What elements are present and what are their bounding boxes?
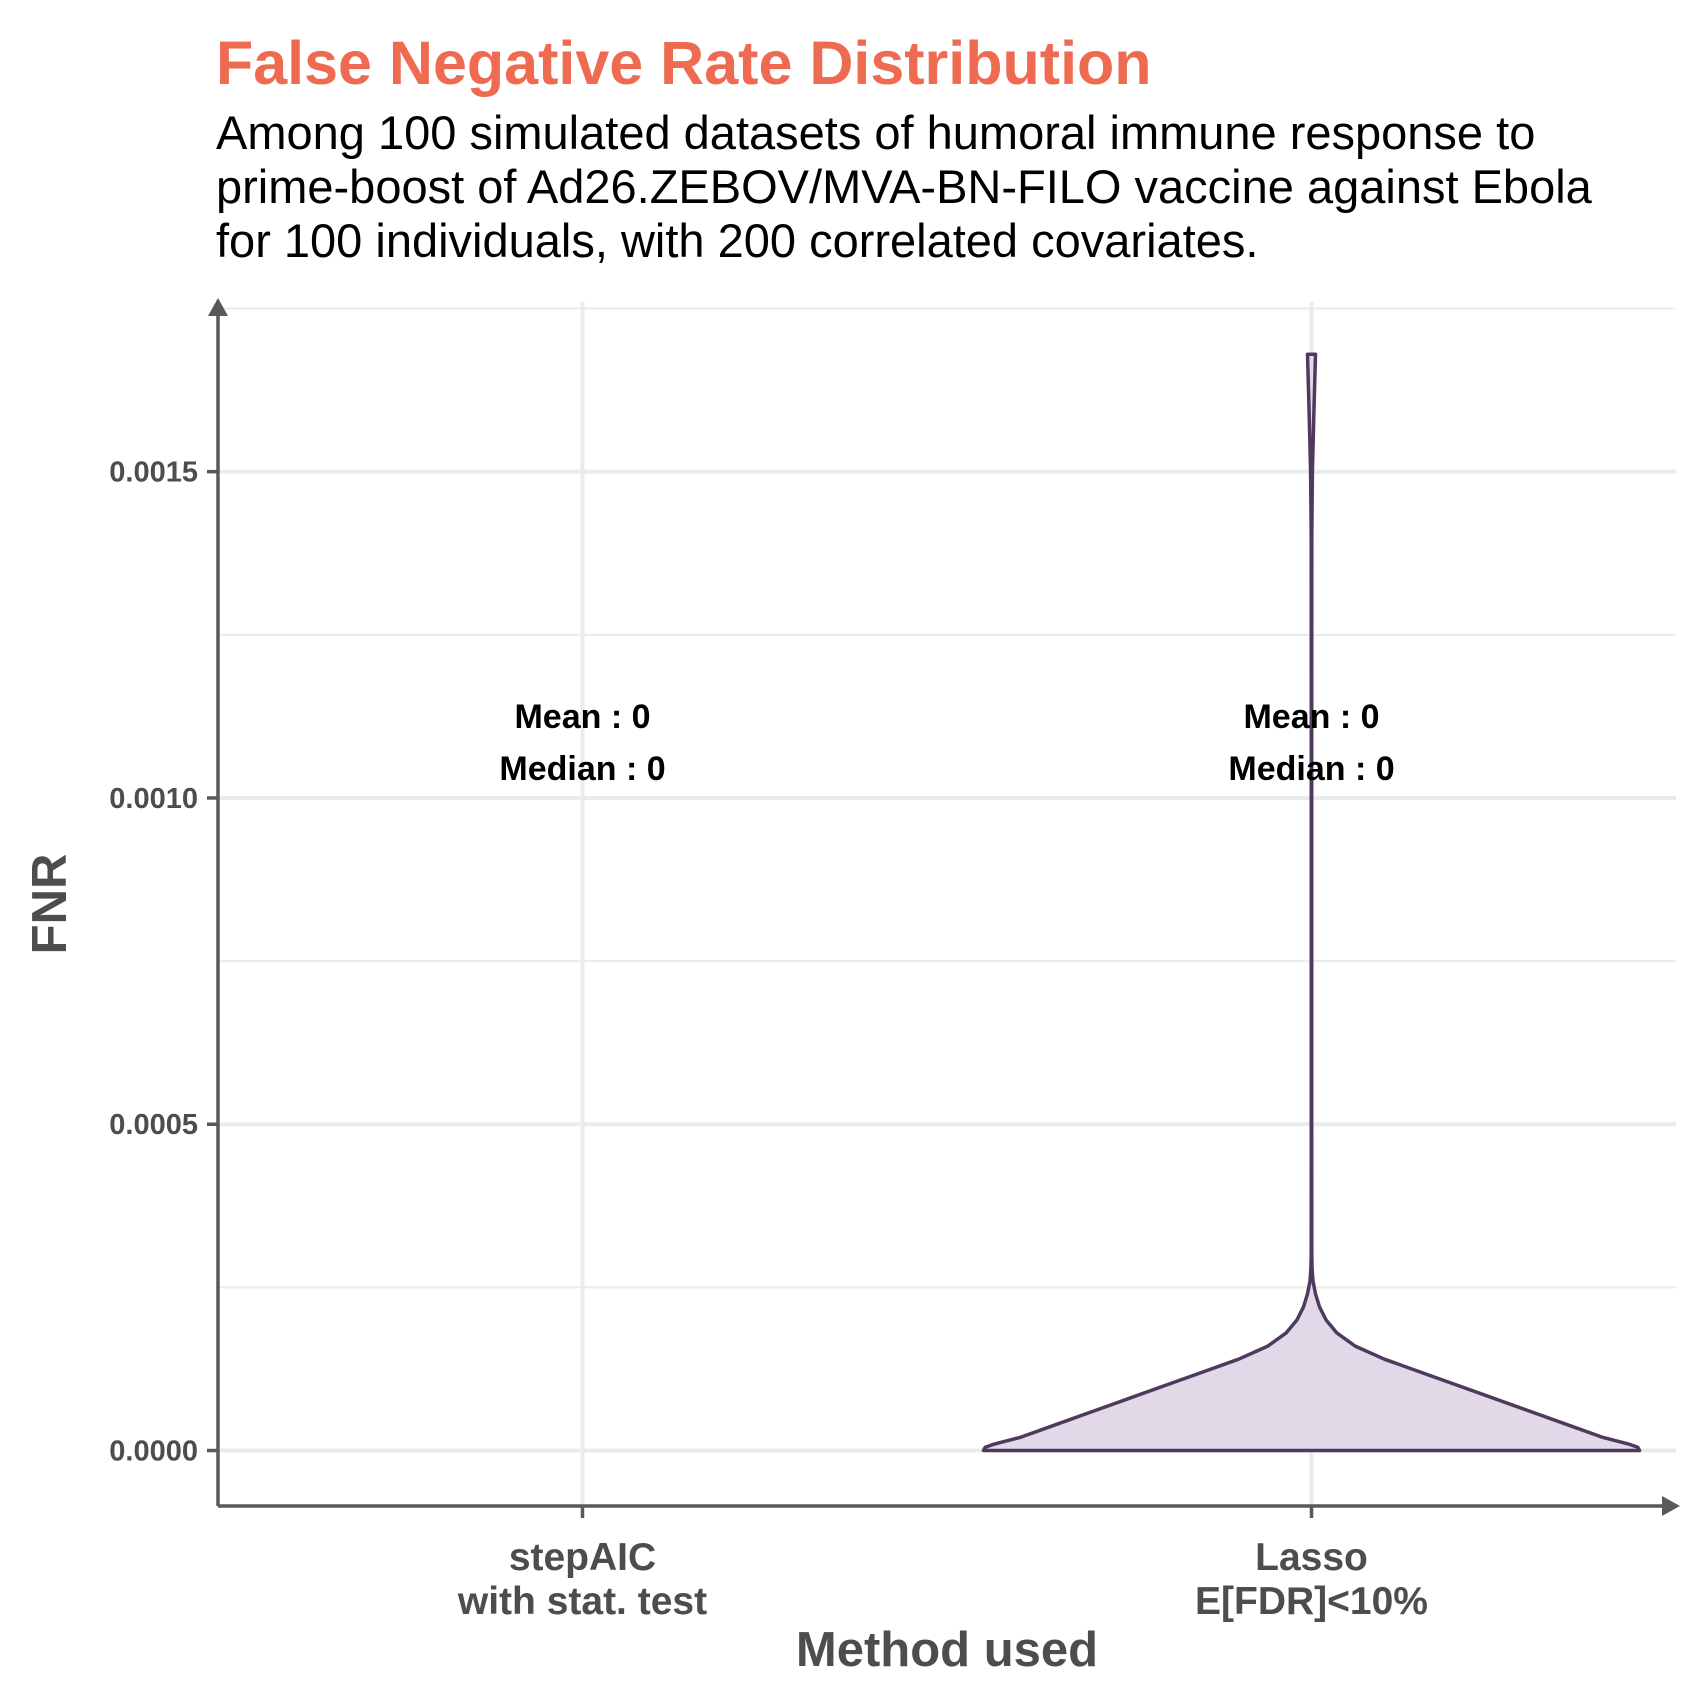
axes: [207, 298, 1680, 1518]
y-tick-label: 0.0015: [109, 457, 198, 489]
grid: [218, 302, 1676, 1506]
chart-title: False Negative Rate Distribution: [216, 29, 1152, 97]
x-tick-label: with stat. test: [457, 1580, 707, 1623]
x-axis-arrow: [1662, 1496, 1680, 1516]
subtitle-line-1: Among 100 simulated datasets of humoral …: [216, 106, 1536, 159]
x-tick-label: E[FDR]<10%: [1195, 1580, 1428, 1623]
median-annotation: Median : 0: [499, 750, 665, 788]
violin-shape: [981, 352, 1642, 1453]
y-tick-label: 0.0010: [109, 783, 198, 815]
median-annotation: Median : 0: [1228, 750, 1394, 788]
chart-subtitle: Among 100 simulated datasets of humoral …: [216, 106, 1696, 268]
x-tick-label: Lasso: [1255, 1536, 1368, 1579]
y-axis-title: FNR: [23, 854, 77, 955]
mean-annotation: Mean : 0: [1243, 698, 1379, 736]
y-tick-label: 0.0000: [109, 1436, 198, 1468]
violins: [981, 352, 1642, 1453]
x-tick-label: stepAIC: [509, 1536, 656, 1579]
subtitle-line-2: prime-boost of Ad26.ZEBOV/MVA-BN-FILO va…: [216, 160, 1592, 213]
mean-annotation: Mean : 0: [514, 698, 650, 736]
y-axis-arrow: [208, 298, 228, 316]
subtitle-line-3: for 100 individuals, with 200 correlated…: [216, 214, 1259, 267]
y-tick-label: 0.0005: [109, 1109, 198, 1141]
x-axis-title: Method used: [796, 1623, 1098, 1677]
